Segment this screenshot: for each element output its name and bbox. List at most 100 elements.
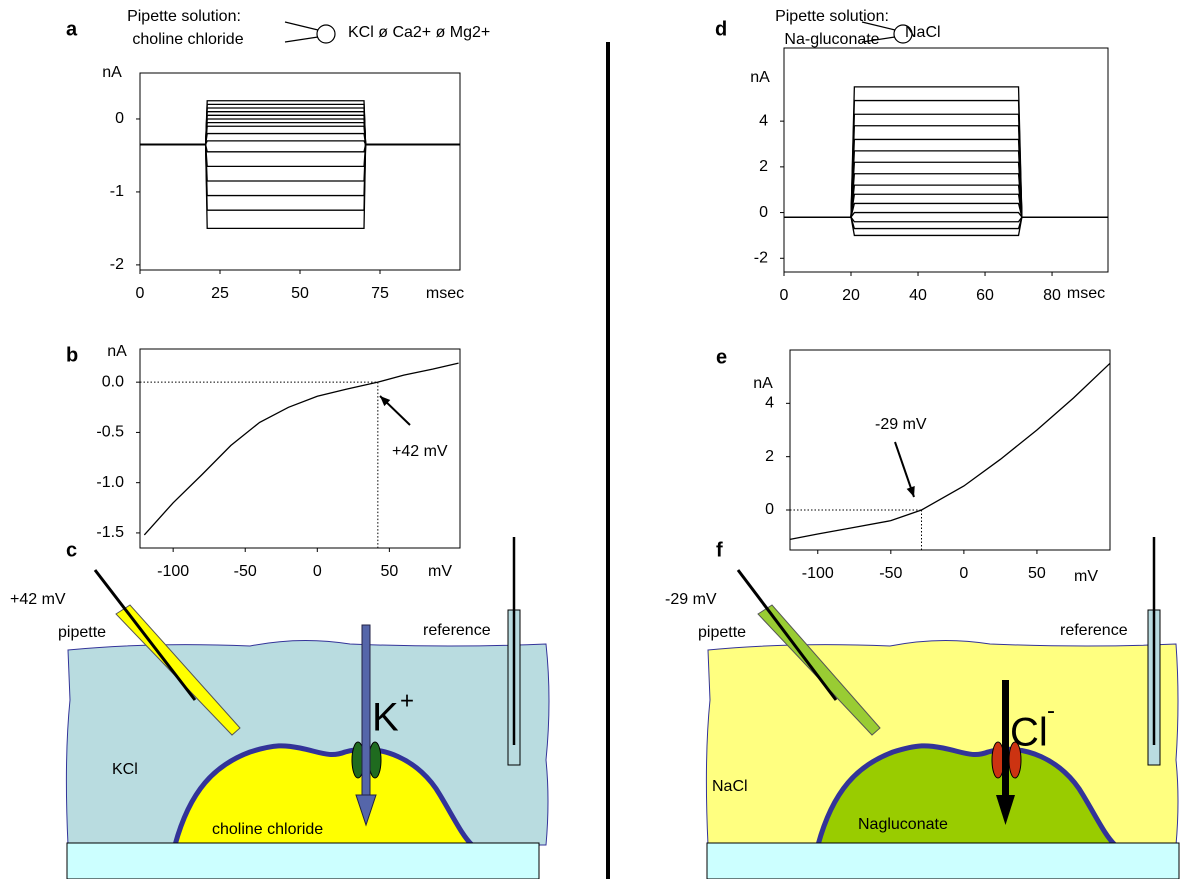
y-axis-label: nA <box>753 375 773 392</box>
y-tick-label: -1.5 <box>96 524 124 541</box>
x-tick-label: 60 <box>976 287 994 304</box>
bath-label: KCl <box>112 761 138 778</box>
trace <box>784 161 1108 218</box>
trace <box>784 211 1108 218</box>
trace <box>140 143 460 230</box>
x-tick-label: 20 <box>842 287 860 304</box>
trace <box>143 362 459 536</box>
panel-letter: f <box>716 539 723 561</box>
x-tick-label: -100 <box>157 563 189 580</box>
reference-label: reference <box>423 622 491 639</box>
trace <box>140 125 460 146</box>
y-tick-label: 0.0 <box>102 373 124 390</box>
x-axis-label: msec <box>426 285 464 302</box>
x-tick-label: 40 <box>909 287 927 304</box>
ion-symbol: K <box>372 696 399 740</box>
x-axis-label: mV <box>1074 568 1098 585</box>
trace <box>784 150 1108 218</box>
trace <box>140 114 460 146</box>
y-tick-label: -1.0 <box>96 474 124 491</box>
annotation-arrowhead <box>380 396 391 407</box>
header-title: Pipette solution: <box>127 8 241 25</box>
header-bath: NaCl <box>905 24 941 41</box>
trace <box>784 193 1108 218</box>
x-tick-label: 80 <box>1043 287 1061 304</box>
trace <box>784 216 1108 237</box>
pipette-label: pipette <box>698 624 746 641</box>
y-axis-label: nA <box>107 343 127 360</box>
reference-label: reference <box>1060 622 1128 639</box>
y-tick-label: 0 <box>759 204 768 221</box>
header-pipette: Na-gluconate <box>784 31 879 48</box>
trace <box>140 111 460 146</box>
x-tick-label: 0 <box>136 285 145 302</box>
y-tick-label: -2 <box>754 250 768 267</box>
ion-charge: - <box>1047 697 1055 724</box>
trace <box>784 99 1108 218</box>
y-tick-label: -2 <box>110 256 124 273</box>
cell-label: Nagluconate <box>858 816 948 833</box>
x-tick-label: 25 <box>211 285 229 302</box>
panel-letter: d <box>715 18 727 40</box>
trace <box>140 143 460 211</box>
trace <box>784 113 1108 218</box>
annotation-label: +42 mV <box>392 443 448 460</box>
bath-label: NaCl <box>712 778 748 795</box>
pipette-potential: -29 mV <box>665 591 717 608</box>
x-axis-label: msec <box>1067 285 1105 302</box>
panel-letter: e <box>716 346 727 368</box>
trace <box>789 362 1111 540</box>
annotation-label: -29 mV <box>875 416 927 433</box>
trace <box>140 143 460 182</box>
y-tick-label: 0 <box>115 110 124 127</box>
x-tick-label: 0 <box>959 565 968 582</box>
trace <box>140 143 460 153</box>
trace <box>784 86 1108 218</box>
x-tick-label: -50 <box>879 565 902 582</box>
ion-symbol: Cl <box>1010 711 1048 755</box>
y-tick-label: -0.5 <box>96 424 124 441</box>
x-tick-label: 50 <box>380 563 398 580</box>
x-tick-label: 0 <box>313 563 322 580</box>
panel-letter: c <box>66 539 77 561</box>
header-pipette: choline chloride <box>132 31 243 48</box>
y-tick-label: 4 <box>765 395 774 412</box>
header-bath: KCl ø Ca2+ ø Mg2+ <box>348 24 490 41</box>
plot-frame <box>783 47 1109 273</box>
y-tick-label: 0 <box>765 501 774 518</box>
x-axis-label: mV <box>428 563 452 580</box>
plot-frame <box>139 72 461 271</box>
cell-label: choline chloride <box>212 821 323 838</box>
x-tick-label: -50 <box>234 563 257 580</box>
pipette-potential: +42 mV <box>10 591 66 608</box>
y-tick-label: 4 <box>759 112 768 129</box>
trace <box>784 216 1108 223</box>
ion-charge: + <box>400 687 414 714</box>
annotation-arrowhead <box>906 486 915 497</box>
panel-letter: a <box>66 18 78 40</box>
trace <box>784 202 1108 218</box>
x-tick-label: 50 <box>291 285 309 302</box>
pipette-icon <box>284 21 336 44</box>
y-axis-label: nA <box>102 64 122 81</box>
x-tick-label: -100 <box>802 565 834 582</box>
plot-frame <box>139 348 461 549</box>
diagram-c <box>65 537 550 879</box>
y-tick-label: -1 <box>110 183 124 200</box>
diagram-f <box>705 537 1180 879</box>
trace <box>140 103 460 146</box>
y-axis-label: nA <box>750 69 770 86</box>
trace <box>140 143 460 168</box>
trace <box>784 216 1108 230</box>
y-tick-label: 2 <box>765 448 774 465</box>
header-title: Pipette solution: <box>775 8 889 25</box>
pipette-icon <box>861 21 913 44</box>
pipette-label: pipette <box>58 624 106 641</box>
y-tick-label: 2 <box>759 158 768 175</box>
x-tick-label: 0 <box>780 287 789 304</box>
plot-frame <box>789 349 1111 551</box>
x-tick-label: 50 <box>1028 565 1046 582</box>
trace <box>140 132 460 146</box>
x-tick-label: 75 <box>371 285 389 302</box>
